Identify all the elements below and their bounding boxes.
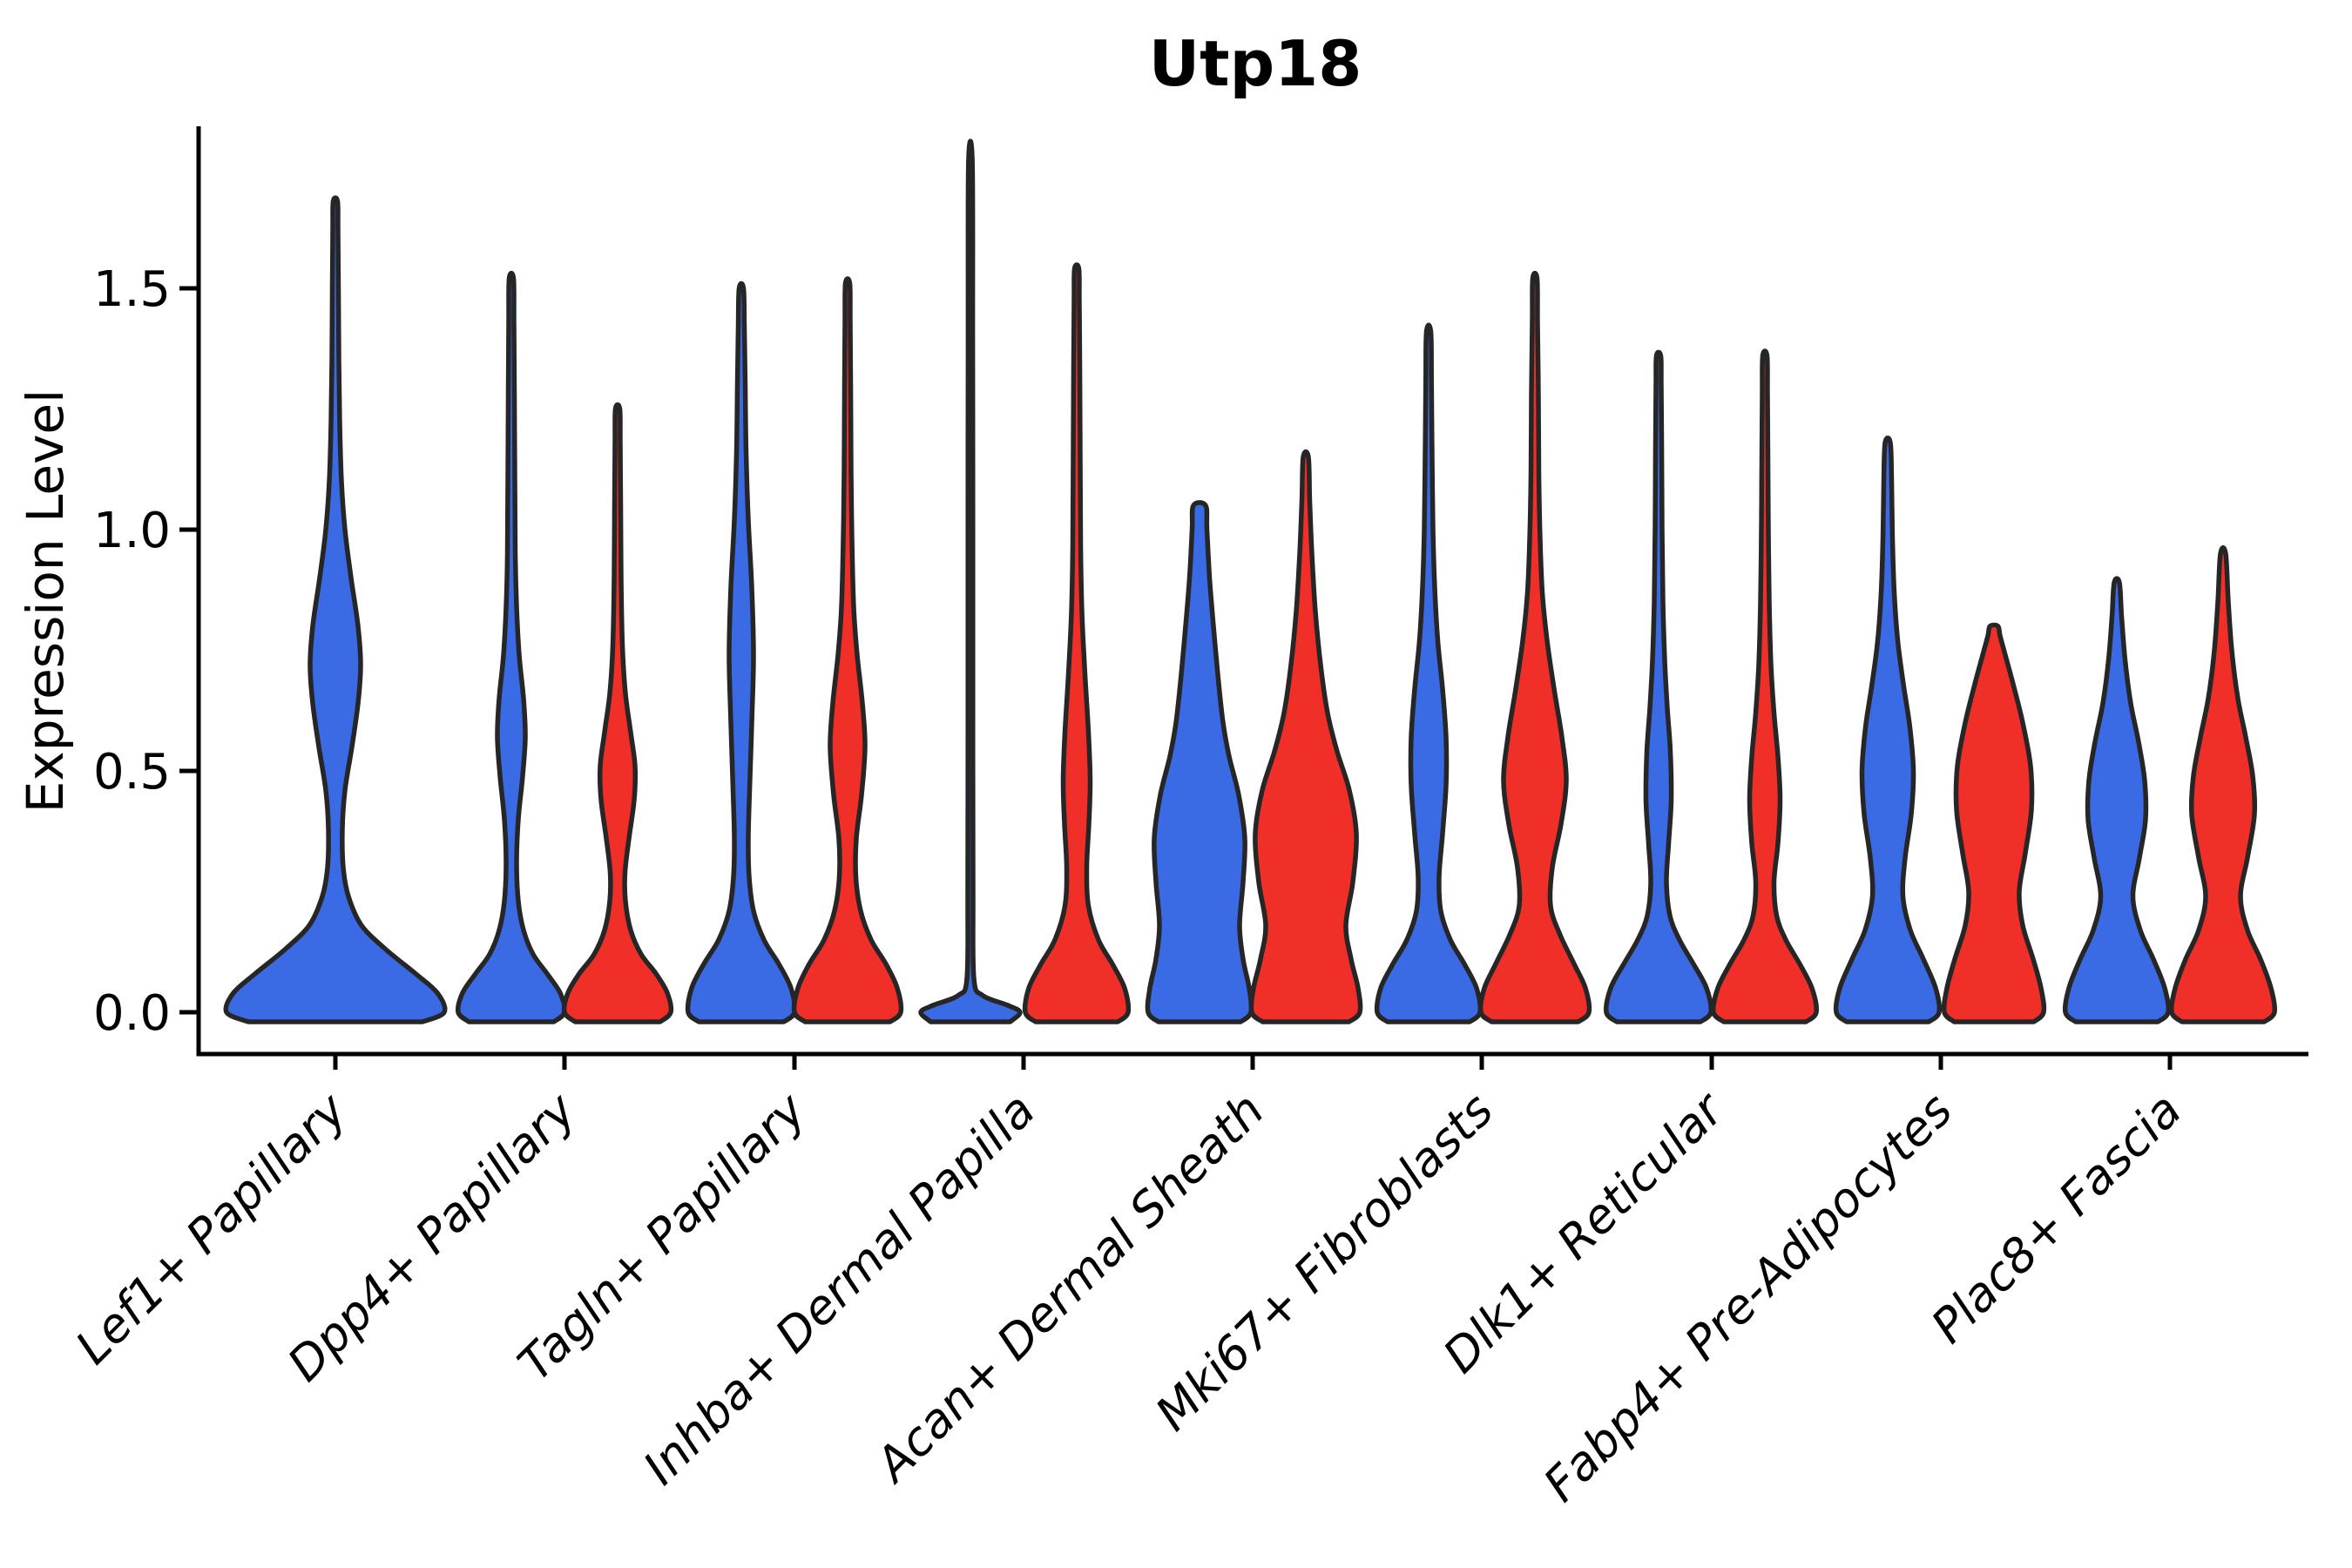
x-tick-label-plac8-fascia: Plac8+ Fascia bbox=[1921, 1083, 2192, 1354]
y-tick-label: 0.5 bbox=[93, 744, 171, 801]
y-tick-label: 1.0 bbox=[93, 503, 171, 559]
violin-blue-plac8-fascia bbox=[2062, 576, 2172, 1024]
y-axis-label: Expression Level bbox=[16, 389, 75, 813]
violin-red-dpp4-papillary bbox=[561, 402, 674, 1024]
violin-red-acan-dermal-sheath bbox=[1248, 449, 1363, 1024]
violin-blue-mki67-fibroblasts bbox=[1374, 322, 1484, 1024]
violin-blue-fabp4-pre-adipocytes bbox=[1833, 436, 1943, 1024]
violins-group bbox=[223, 139, 2278, 1024]
x-tick-label-inhba-dermal-papilla: Inhba+ Dermal Papilla bbox=[632, 1083, 1045, 1496]
violin-red-inhba-dermal-papilla bbox=[1022, 262, 1132, 1024]
violin-red-dlk1-reticular bbox=[1711, 348, 1819, 1024]
violin-blue-lef1-papillary bbox=[223, 195, 448, 1024]
violin-blue-dpp4-papillary bbox=[455, 270, 568, 1024]
x-tick-label-fabp4-pre-adipocytes: Fabp4+ Pre-Adipocytes bbox=[1533, 1083, 1963, 1512]
violin-red-tagln-papillary bbox=[791, 276, 904, 1024]
violin-blue-inhba-dermal-papilla bbox=[918, 139, 1023, 1024]
violin-red-plac8-fascia bbox=[2168, 545, 2278, 1024]
violin-blue-dlk1-reticular bbox=[1603, 349, 1714, 1024]
y-ticks-group: 0.0 0.5 1.0 1.5 bbox=[93, 261, 199, 1042]
violin-blue-acan-dermal-sheath bbox=[1145, 500, 1254, 1024]
x-tick-label-acan-dermal-sheath: Acan+ Dermal Sheath bbox=[863, 1083, 1274, 1494]
violin-blue-tagln-papillary bbox=[685, 280, 798, 1024]
y-tick-label: 0.0 bbox=[93, 985, 171, 1042]
violin-red-fabp4-pre-adipocytes bbox=[1941, 622, 2047, 1024]
chart-title: Utp18 bbox=[1149, 27, 1362, 100]
violin-red-mki67-fibroblasts bbox=[1477, 270, 1592, 1024]
y-tick-label: 1.5 bbox=[93, 261, 171, 318]
